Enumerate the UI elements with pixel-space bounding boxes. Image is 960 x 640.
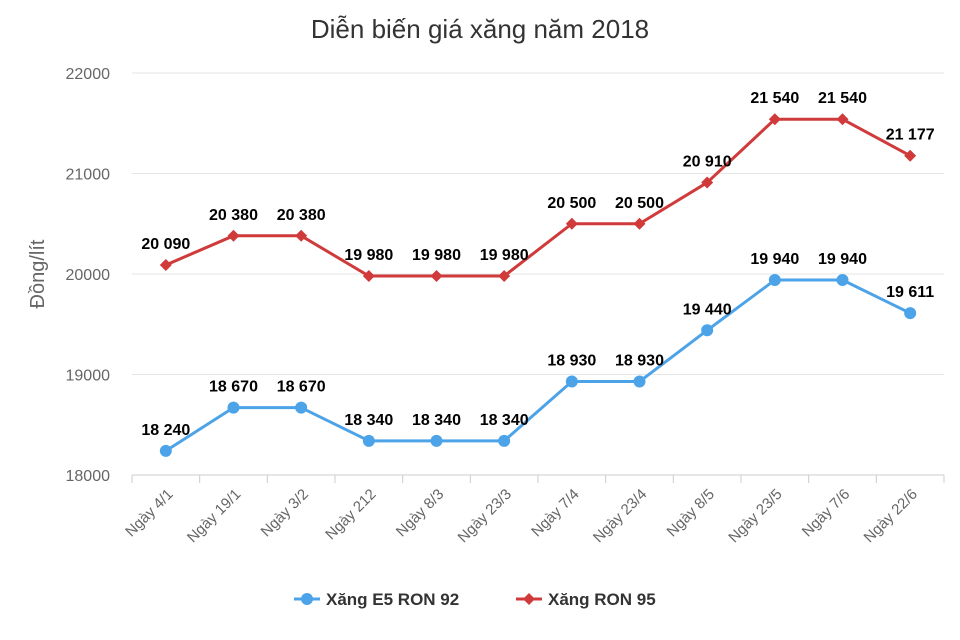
legend-marker — [523, 593, 535, 605]
data-point — [498, 270, 511, 283]
data-point — [701, 176, 714, 189]
data-point — [295, 401, 308, 414]
data-label: 19 980 — [412, 247, 461, 264]
x-tick-label: Ngày 23/3 — [455, 486, 515, 546]
data-label: 18 930 — [547, 353, 596, 370]
data-point — [159, 258, 172, 271]
data-label: 21 177 — [886, 127, 935, 144]
data-point — [565, 375, 578, 388]
y-tick-label: 22000 — [66, 66, 111, 83]
data-label: 18 340 — [412, 412, 461, 429]
x-tick-label: Ngày 7/4 — [528, 486, 582, 540]
chart-title: Diễn biến giá xăng năm 2018 — [311, 14, 649, 44]
data-label: 21 540 — [750, 90, 799, 107]
x-tick-label: Ngày 8/3 — [393, 486, 447, 540]
data-point — [836, 113, 849, 126]
y-axis-ticks: 18000 19000 20000 21000 22000 — [66, 66, 111, 485]
data-point — [430, 270, 443, 283]
data-point — [565, 217, 578, 230]
grid-lines — [132, 72, 944, 476]
data-label: 18 930 — [615, 353, 664, 370]
legend-label[interactable]: Xăng RON 95 — [548, 590, 656, 609]
x-tick-label: Ngày 22/6 — [861, 486, 921, 546]
legend-marker — [301, 593, 313, 605]
x-tick-label: Ngày 23/5 — [725, 486, 785, 546]
data-label: 20 380 — [277, 207, 326, 224]
data-label: 18 340 — [480, 412, 529, 429]
data-point — [904, 149, 917, 162]
data-label: 18 670 — [277, 379, 326, 396]
y-tick-label: 21000 — [66, 167, 111, 184]
data-point — [768, 274, 781, 287]
y-tick-label: 18000 — [66, 468, 111, 485]
data-label: 19 940 — [818, 251, 867, 268]
x-tick-label: Ngày 19/1 — [184, 486, 244, 546]
data-point — [227, 229, 240, 242]
data-point — [701, 324, 714, 337]
data-point — [362, 270, 375, 283]
data-point — [295, 229, 308, 242]
y-tick-label: 20000 — [66, 267, 111, 284]
data-point — [836, 274, 849, 287]
legend: Xăng E5 RON 92 Xăng RON 95 — [294, 590, 656, 609]
data-label: 19 440 — [683, 301, 732, 318]
data-label: 19 980 — [344, 247, 393, 264]
data-label: 18 670 — [209, 379, 258, 396]
x-tick-label: Ngày 212 — [322, 486, 379, 543]
data-label: 19 611 — [886, 284, 934, 301]
data-label: 19 980 — [480, 247, 529, 264]
data-label: 20 500 — [615, 195, 664, 212]
data-label: 19 940 — [750, 251, 799, 268]
x-axis-ticks: Ngày 4/1 Ngày 19/1 Ngày 3/2 Ngày 212 Ngày 8/… — [122, 474, 945, 546]
data-point — [633, 375, 646, 388]
data-point — [362, 434, 375, 447]
data-label: 20 500 — [547, 195, 596, 212]
series-line — [165, 278, 911, 453]
x-tick-label: Ngày 3/2 — [258, 486, 312, 540]
x-tick-label: Ngày 23/4 — [590, 486, 650, 546]
x-tick-label: Ngày 8/5 — [664, 486, 718, 540]
legend-label[interactable]: Xăng E5 RON 92 — [326, 590, 459, 609]
data-point — [227, 401, 240, 414]
data-label: 20 910 — [683, 154, 732, 171]
data-label: 20 090 — [141, 236, 190, 253]
y-axis-label: Đồng/lít — [27, 239, 49, 308]
data-point — [159, 444, 172, 457]
y-tick-label: 19000 — [66, 368, 111, 385]
data-label: 21 540 — [818, 90, 867, 107]
data-point — [633, 217, 646, 230]
x-tick-label: Ngày 7/6 — [799, 486, 853, 540]
data-labels: 18 240 18 670 18 670 18 340 18 340 18 340 18 9… — [141, 90, 934, 439]
x-tick-label: Ngày 4/1 — [122, 486, 176, 540]
data-point — [430, 434, 443, 447]
data-point — [498, 434, 511, 447]
data-point — [768, 113, 781, 126]
series-group — [159, 113, 917, 457]
data-label: 18 340 — [344, 412, 393, 429]
data-point — [904, 307, 917, 320]
data-label: 20 380 — [209, 207, 258, 224]
data-label: 18 240 — [141, 422, 190, 439]
series-line — [165, 117, 911, 278]
